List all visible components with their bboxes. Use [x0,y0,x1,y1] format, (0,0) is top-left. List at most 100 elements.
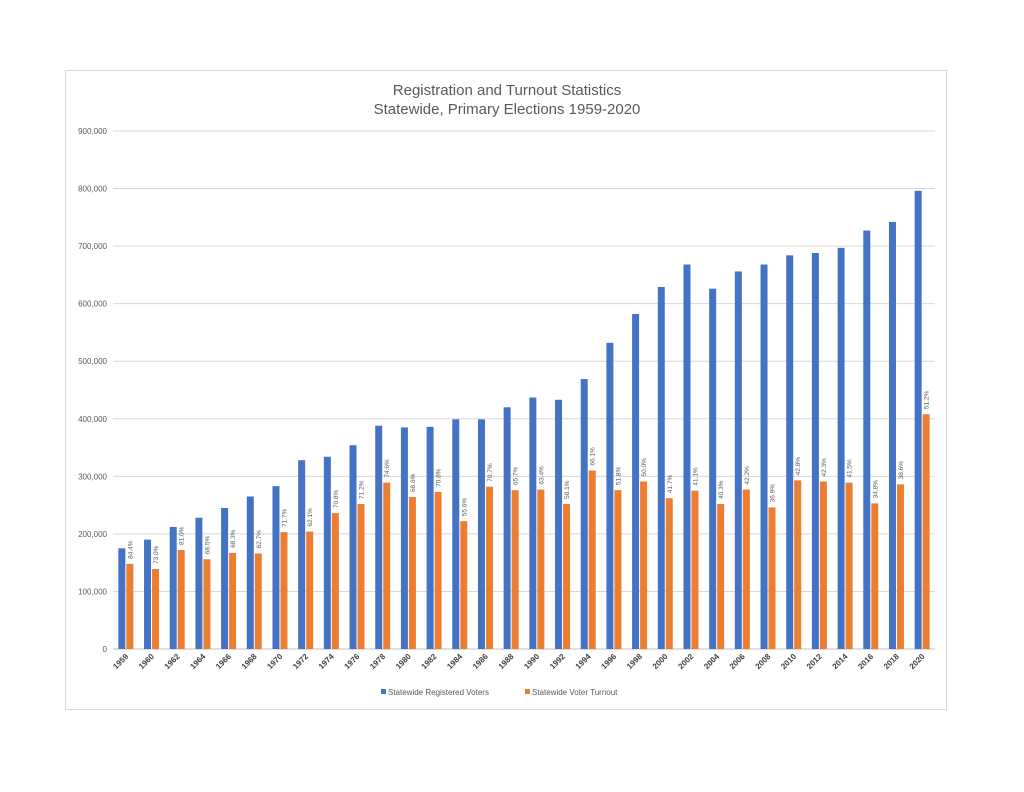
chart-frame [65,70,947,710]
data-label-turnout-1986: 70.7% [487,463,494,482]
data-label-turnout-1996: 51.8% [615,466,622,485]
data-label-turnout-2006: 42.2% [744,466,751,485]
x-tick-label: 2016 [856,652,875,671]
x-tick-label: 2012 [805,652,824,671]
data-label-turnout-1962: 81.0% [179,526,186,545]
x-tick-label: 2014 [831,652,850,671]
x-tick-label: 2004 [702,652,721,671]
data-label-turnout-1978: 74.6% [384,459,391,478]
x-tick-label: 2002 [676,652,695,671]
bar-turnout-1960 [152,568,160,649]
x-tick-label: 2008 [753,652,772,671]
legend-swatch-0 [381,689,386,694]
data-label-turnout-2000: 41.7% [667,475,674,494]
bar-turnout-1978 [383,482,391,649]
chart-subtitle: Statewide, Primary Elections 1959-2020 [374,101,641,118]
bar-registered-2002 [683,264,691,649]
bar-turnout-1959 [126,563,134,649]
x-tick-label: 1986 [471,652,490,671]
bar-registered-2010 [786,255,794,649]
data-label-turnout-1984: 55.6% [461,498,468,517]
bar-turnout-1986 [485,486,493,649]
y-tick-label: 700,000 [78,242,107,251]
bar-registered-1980 [400,427,408,649]
bar-registered-1984 [452,419,460,649]
x-tick-label: 1972 [291,652,310,671]
bar-turnout-1968 [254,553,262,649]
data-label-turnout-1966: 68.3% [230,529,237,548]
data-label-turnout-2016: 34.8% [872,480,879,499]
bar-turnout-2006 [742,489,750,649]
x-tick-label: 1996 [599,652,618,671]
data-label-turnout-2002: 41.1% [692,467,699,486]
data-label-turnout-1998: 50.0% [641,458,648,477]
x-tick-label: 1968 [240,652,259,671]
data-label-turnout-1988: 65.7% [513,466,520,485]
y-tick-label: 900,000 [78,127,107,136]
bar-turnout-2008 [768,507,776,649]
bar-registered-1988 [503,407,511,649]
bar-registered-2020 [914,190,922,649]
bar-registered-1972 [298,460,306,649]
legend-swatch-1 [525,689,530,694]
bar-registered-2004 [709,288,717,649]
bar-registered-2000 [657,286,665,649]
x-tick-label: 1984 [445,652,464,671]
y-tick-label: 0 [103,645,108,654]
data-label-turnout-1992: 58.1% [564,480,571,499]
x-tick-label: 1992 [548,652,567,671]
bar-turnout-1974 [331,513,339,649]
x-tick-label: 1982 [420,652,439,671]
x-tick-label: 2010 [779,652,798,671]
bar-registered-1960 [144,539,152,649]
bar-turnout-2004 [717,503,725,649]
x-tick-label: 1994 [574,652,593,671]
x-tick-label: 1990 [522,652,541,671]
bar-turnout-1996 [614,490,622,649]
data-label-turnout-1959: 84.4% [127,540,134,559]
bar-registered-2014 [837,247,845,650]
bar-turnout-1980 [408,497,416,649]
bar-turnout-1992 [563,503,571,649]
bar-turnout-1982 [434,491,442,649]
bar-turnout-2002 [691,490,699,649]
y-tick-label: 800,000 [78,185,107,194]
legend-label-1: Statewide Voter Turnout [532,688,618,697]
bar-turnout-1972 [306,531,314,649]
chart-title: Registration and Turnout Statistics [393,82,621,99]
x-tick-label: 1980 [394,652,413,671]
bar-turnout-2016 [871,503,879,649]
data-label-turnout-2018: 38.6% [898,461,905,480]
data-label-turnout-1982: 70.8% [436,468,443,487]
bar-registered-2008 [760,264,768,649]
bar-turnout-2018 [896,484,904,649]
bar-registered-1959 [118,548,126,649]
x-tick-label: 2000 [651,652,670,671]
bar-turnout-1970 [280,532,288,649]
x-tick-label: 1970 [265,652,284,671]
bar-turnout-1984 [460,521,468,649]
bar-registered-1998 [632,314,640,649]
bar-turnout-2000 [665,498,673,649]
bar-turnout-1976 [357,503,365,649]
bar-turnout-2012 [819,481,827,649]
bar-turnout-1998 [640,481,648,649]
legend-label-0: Statewide Registered Voters [388,688,489,697]
y-tick-label: 600,000 [78,300,107,309]
x-tick-label: 1976 [342,652,361,671]
y-tick-label: 500,000 [78,357,107,366]
bar-registered-2006 [734,271,742,649]
data-label-turnout-1990: 63.4% [538,466,545,485]
x-tick-label: 1974 [317,652,336,671]
bar-turnout-2014 [845,482,853,649]
data-label-turnout-1968: 62.7% [256,530,263,549]
bar-turnout-1994 [588,470,596,649]
bar-registered-1992 [555,399,563,649]
bar-registered-1962 [169,526,177,649]
x-tick-label: 2020 [908,652,927,671]
y-tick-label: 200,000 [78,530,107,539]
data-label-turnout-2008: 36.9% [770,484,777,503]
y-tick-label: 100,000 [78,587,107,596]
x-tick-label: 1959 [111,652,130,671]
